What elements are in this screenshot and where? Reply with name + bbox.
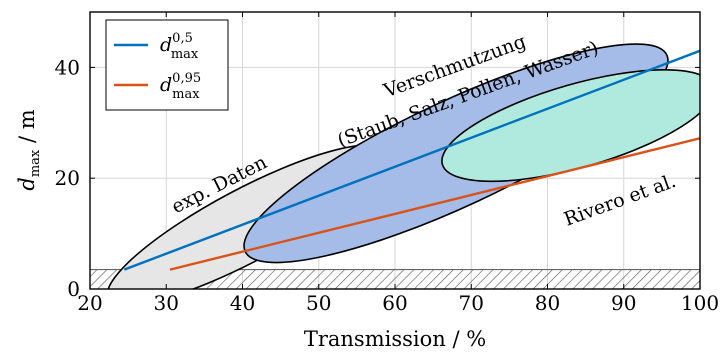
x-axis-label: Transmission / % [304, 327, 486, 351]
y-tick-label: 0 [67, 277, 80, 301]
series-line-d05 [123, 49, 700, 271]
region-ellipses [106, 43, 700, 289]
y-tick-label: 20 [55, 166, 80, 190]
x-tick-label: 60 [382, 291, 407, 315]
x-tick-label: 40 [230, 291, 255, 315]
series-lines [123, 49, 700, 271]
x-tick-label: 90 [611, 291, 636, 315]
annotation-rivero: Rivero et al. [561, 170, 679, 231]
x-tick-label: 50 [306, 291, 331, 315]
x-tick-label: 30 [154, 291, 179, 315]
tick-marks [89, 12, 701, 290]
series-line-d095 [169, 137, 700, 271]
x-tick-label: 70 [459, 291, 484, 315]
y-axis-label: dmax / m [15, 109, 43, 190]
legend-label-d05: d0,5 max [160, 31, 199, 62]
y-tick-label: 40 [55, 55, 80, 79]
legend: d0,5 max d0,95 max [105, 19, 229, 111]
x-tick-label: 20 [77, 291, 102, 315]
x-tick-label: 80 [535, 291, 560, 315]
x-tick-label: 100 [681, 291, 719, 315]
legend-label-d095: d0,95 max [160, 71, 201, 102]
